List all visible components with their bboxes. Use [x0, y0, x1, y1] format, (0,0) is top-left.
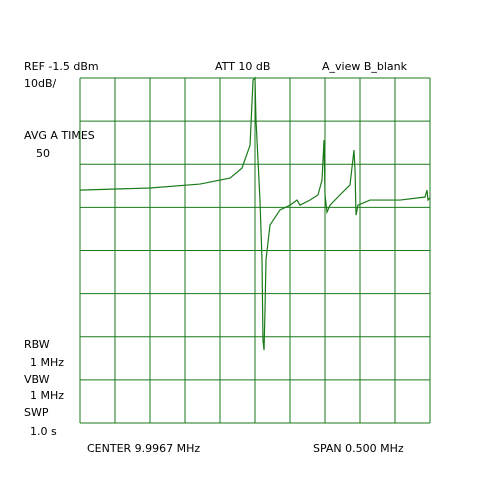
trace — [79, 76, 431, 351]
attenuation: ATT 10 dB — [215, 60, 270, 73]
rbw: 1 MHz — [30, 356, 64, 369]
ref-level: REF -1.5 dBm — [24, 60, 99, 73]
averaging: AVG A TIMES — [24, 129, 95, 142]
sweep: 1.0 s — [30, 425, 57, 438]
trace-mode: A_view B_blank — [322, 60, 408, 73]
scale: 10dB/ — [24, 77, 57, 90]
sweep-label: SWP — [24, 406, 49, 419]
span: SPAN 0.500 MHz — [313, 442, 404, 455]
vbw-label: VBW — [24, 373, 50, 386]
center-frequency: CENTER 9.9967 MHz — [87, 442, 200, 455]
rbw-label: RBW — [24, 338, 50, 351]
vbw: 1 MHz — [30, 389, 64, 402]
averaging-count: 50 — [36, 147, 50, 160]
